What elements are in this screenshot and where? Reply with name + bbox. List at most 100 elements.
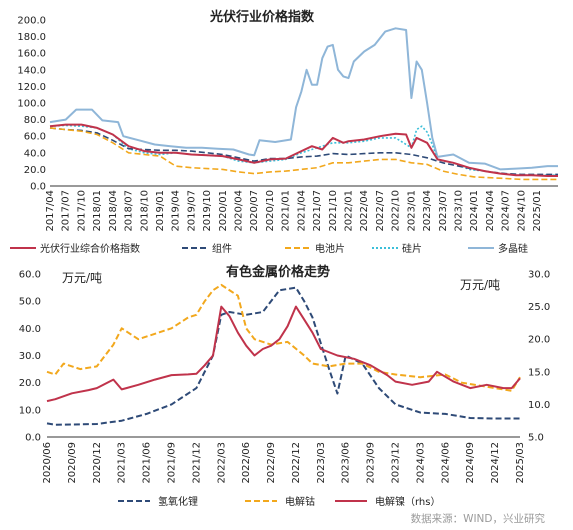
chart2-right-unit: 万元/吨 <box>460 278 500 292</box>
chart1-x-tick-label: 2019/10 <box>202 190 213 232</box>
chart1-x-tick-label: 2018/07 <box>124 190 135 232</box>
chart2-left-tick-label: 0.0 <box>25 433 41 444</box>
chart2-left-unit: 万元/吨 <box>62 271 102 285</box>
chart2-x-tick-label: 2024/12 <box>490 442 501 484</box>
chart1-y-tick-label: 160.0 <box>17 49 46 60</box>
chart2-left-tick-label: 50.0 <box>19 297 41 308</box>
chart1-x-tick-label: 2017/04 <box>45 190 56 232</box>
chart2-x-tick-label: 2024/03 <box>415 442 426 484</box>
chart2-x-tick-label: 2022/03 <box>216 442 227 484</box>
chart1-y-tick-label: 20.0 <box>24 165 46 176</box>
series-line-wafer <box>49 124 558 176</box>
chart2-x-tick-label: 2021/06 <box>142 442 153 484</box>
chart2-x-tick-label: 2023/09 <box>366 442 377 484</box>
chart1-x-tick-label: 2020/04 <box>234 190 245 232</box>
chart1-x-tick-label: 2017/07 <box>61 190 72 232</box>
chart1-y-tick-label: 60.0 <box>24 132 46 143</box>
chart1-x-tick-label: 2019/04 <box>171 190 182 232</box>
legend-label-polysilicon: 多晶硅 <box>498 242 528 255</box>
chart1-x-tick-label: 2025/01 <box>532 190 543 232</box>
source-note: 数据来源：WIND，兴业研究 <box>411 512 546 525</box>
legend-label-composite: 光伏行业综合价格指数 <box>40 242 140 255</box>
legend-label-module: 组件 <box>212 242 232 255</box>
chart2-x-tick-label: 2020/06 <box>42 442 53 484</box>
chart2-left-tick-label: 20.0 <box>19 378 41 389</box>
chart2-left-tick-label: 40.0 <box>19 324 41 335</box>
chart1-y-tick-label: 80.0 <box>24 115 46 126</box>
chart2-x-tick-label: 2021/12 <box>191 442 202 484</box>
chart2-right-tick-label: 30.0 <box>528 270 550 281</box>
series-line-cell <box>49 127 558 181</box>
chart1-x-tick-label: 2022/04 <box>359 190 370 232</box>
chart2-x-tick-label: 2023/12 <box>391 442 402 484</box>
chart1-x-tick-label: 2018/10 <box>139 190 150 232</box>
series-line-lithium <box>46 286 520 426</box>
chart1-x-tick-label: 2018/04 <box>108 190 119 232</box>
legend-label-lithium: 氢氧化锂 <box>158 495 198 508</box>
legend-label-wafer: 硅片 <box>402 242 422 255</box>
chart1-x-tick-label: 2020/10 <box>265 190 276 232</box>
chart2-x-tick-label: 2020/12 <box>92 442 103 484</box>
chart1-x-tick-label: 2021/07 <box>312 190 323 232</box>
chart1-y-tick-label: 140.0 <box>17 65 46 76</box>
chart2-x-tick-label: 2021/03 <box>117 442 128 484</box>
chart1-x-tick-label: 2023/10 <box>453 190 464 232</box>
chart1-x-tick-label: 2020/01 <box>218 190 229 232</box>
chart2-right-tick-label: 10.0 <box>528 400 550 411</box>
chart2-x-tick-label: 2024/09 <box>465 442 476 484</box>
chart2-right-tick-label: 25.0 <box>528 302 550 313</box>
chart1-x-tick-label: 2024/07 <box>501 190 512 232</box>
chart1-y-tick-label: 100.0 <box>17 99 46 110</box>
legend-label-cell: 电池片 <box>315 242 345 255</box>
chart1-x-tick-label: 2022/01 <box>344 190 355 232</box>
chart1-y-tick-label: 40.0 <box>24 148 46 159</box>
chart1-x-tick-label: 2023/07 <box>438 190 449 232</box>
series-line-polysilicon <box>49 27 558 171</box>
chart2-left-tick-label: 60.0 <box>19 270 41 281</box>
chart1-x-tick-label: 2021/04 <box>296 190 307 232</box>
chart2-left-tick-label: 30.0 <box>19 351 41 362</box>
chart1-legend: 光伏行业综合价格指数 组件 电池片 硅片 多晶硅 <box>10 242 528 255</box>
chart1-x-tick-label: 2023/01 <box>406 190 417 232</box>
chart1-x-tick-label: 2023/04 <box>422 190 433 232</box>
chart1-y-tick-label: 120.0 <box>17 82 46 93</box>
chart1-y-tick-label: 200.0 <box>17 16 46 27</box>
chart1-x-tick-label: 2020/07 <box>249 190 260 232</box>
chart1-x-tick-label: 2017/10 <box>76 190 87 232</box>
chart2-x-tick-label: 2023/06 <box>341 442 352 484</box>
chart2-legend: 氢氧化锂 电解钴 电解镍（rhs） <box>118 495 440 508</box>
chart2-title: 有色金属价格走势 <box>226 264 330 280</box>
chart2-right-tick-label: 5.0 <box>528 433 544 444</box>
chart2-left-tick-label: 10.0 <box>19 405 41 416</box>
chart2-x-tick-label: 2021/09 <box>166 442 177 484</box>
chart1-title: 光伏行业价格指数 <box>209 9 315 25</box>
metal-price-chart: 有色金属价格走势 万元/吨 万元/吨 0.0 10.0 20.0 30.0 40.0 50… <box>19 264 551 508</box>
chart2-x-tick-label: 2025/03 <box>515 442 526 484</box>
chart1-x-tick-label: 2021/10 <box>328 190 339 232</box>
series-line-cobalt <box>46 283 521 392</box>
chart1-y-tick-label: 180.0 <box>17 32 46 43</box>
chart2-x-tick-label: 2024/06 <box>440 442 451 484</box>
chart2-x-tick-label: 2022/12 <box>291 442 302 484</box>
chart1-x-tick-label: 2019/01 <box>155 190 166 232</box>
chart1-x-tick-label: 2022/10 <box>391 190 402 232</box>
solar-price-chart: 光伏行业价格指数 0.0 20.0 40.0 60.0 80.0 100.0 120.0 14… <box>10 9 558 255</box>
chart2-x-tick-label: 2020/09 <box>67 442 78 484</box>
series-line-composite <box>49 123 558 177</box>
chart2-x-tick-label: 2023/03 <box>316 442 327 484</box>
chart1-x-tick-label: 2021/01 <box>281 190 292 232</box>
chart2-right-tick-label: 20.0 <box>528 335 550 346</box>
chart1-x-tick-label: 2024/10 <box>516 190 527 232</box>
series-line-nickel <box>46 305 521 403</box>
chart2-x-tick-label: 2022/09 <box>266 442 277 484</box>
chart1-y-tick-label: 0.0 <box>30 182 46 193</box>
legend-label-cobalt: 电解钴 <box>285 495 315 508</box>
legend-label-nickel: 电解镍（rhs） <box>375 495 440 508</box>
chart1-x-tick-label: 2022/07 <box>375 190 386 232</box>
chart1-x-tick-label: 2018/01 <box>92 190 103 232</box>
chart2-right-tick-label: 15.0 <box>528 367 550 378</box>
chart1-x-tick-label: 2024/04 <box>485 190 496 232</box>
chart1-x-tick-label: 2019/07 <box>186 190 197 232</box>
